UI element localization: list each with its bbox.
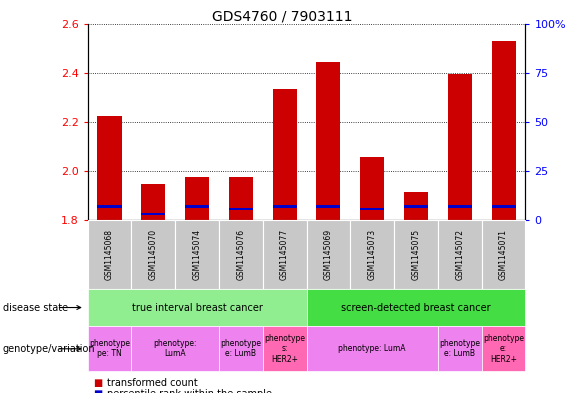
Bar [141,213,166,215]
Text: phenotype: LumA: phenotype: LumA [338,344,406,353]
Bar [141,184,166,220]
Text: phenotype
e: LumB: phenotype e: LumB [220,339,262,358]
Text: phenotype
e: LumB: phenotype e: LumB [439,339,480,358]
Bar [316,62,341,220]
Text: GDS4760 / 7903111: GDS4760 / 7903111 [212,10,353,24]
Text: true interval breast cancer: true interval breast cancer [132,303,263,312]
Bar [97,205,121,208]
Text: GSM1145077: GSM1145077 [280,229,289,280]
Text: transformed count: transformed count [107,378,198,388]
Bar [447,205,472,208]
Text: GSM1145076: GSM1145076 [236,229,245,280]
Bar [360,158,384,220]
Bar [447,74,472,220]
Bar [229,177,253,220]
Text: ■: ■ [93,378,102,388]
Text: percentile rank within the sample: percentile rank within the sample [107,389,272,393]
Text: GSM1145072: GSM1145072 [455,229,464,280]
Bar [360,208,384,210]
Text: GSM1145069: GSM1145069 [324,229,333,280]
Bar [492,41,516,220]
Bar [404,205,428,208]
Bar [492,205,516,208]
Bar [272,205,297,208]
Text: disease state: disease state [3,303,68,312]
Text: phenotype:
LumA: phenotype: LumA [154,339,197,358]
Text: GSM1145068: GSM1145068 [105,229,114,280]
Text: genotype/variation: genotype/variation [3,344,95,354]
Text: GSM1145073: GSM1145073 [368,229,377,280]
Bar [185,177,209,220]
Text: GSM1145070: GSM1145070 [149,229,158,280]
Text: screen-detected breast cancer: screen-detected breast cancer [341,303,491,312]
Bar [404,192,428,220]
Bar [185,205,209,208]
Text: ■: ■ [93,389,102,393]
Text: GSM1145075: GSM1145075 [411,229,420,280]
Text: phenotype
e:
HER2+: phenotype e: HER2+ [483,334,524,364]
Text: GSM1145074: GSM1145074 [193,229,202,280]
Text: phenotype
s:
HER2+: phenotype s: HER2+ [264,334,305,364]
Text: GSM1145071: GSM1145071 [499,229,508,280]
Bar [97,116,121,220]
Bar [272,89,297,220]
Bar [229,208,253,210]
Text: phenotype
pe: TN: phenotype pe: TN [89,339,130,358]
Bar [316,205,341,208]
